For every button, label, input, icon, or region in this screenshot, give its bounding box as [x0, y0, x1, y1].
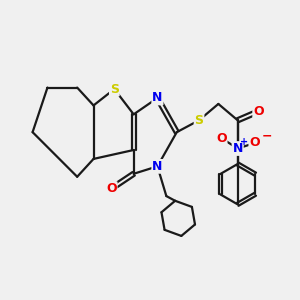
Text: O: O	[253, 105, 264, 118]
Text: O: O	[216, 132, 226, 145]
Text: S: S	[110, 82, 119, 96]
Text: S: S	[194, 114, 203, 127]
Text: N: N	[152, 92, 163, 104]
Text: O: O	[249, 136, 260, 149]
Text: N: N	[152, 160, 163, 173]
Text: +: +	[240, 137, 248, 147]
Text: O: O	[106, 182, 117, 195]
Text: N: N	[232, 142, 243, 155]
Text: −: −	[262, 130, 273, 142]
